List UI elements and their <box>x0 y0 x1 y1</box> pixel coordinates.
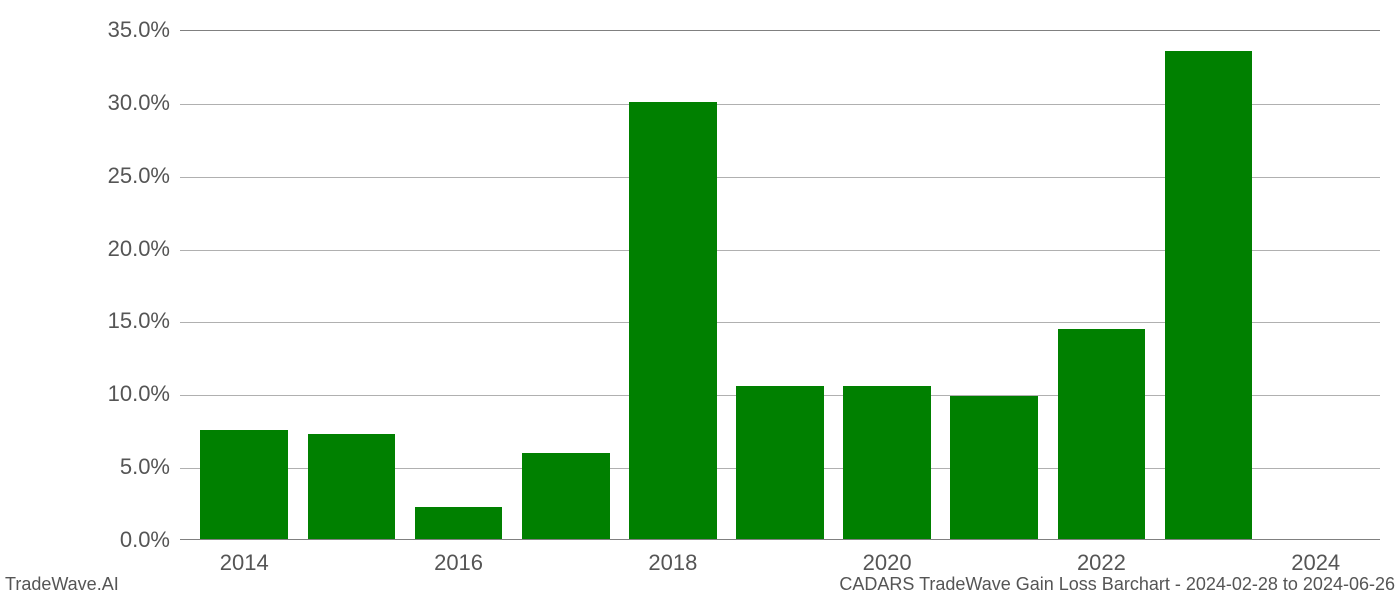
xtick-label: 2020 <box>863 550 912 576</box>
ytick-label: 10.0% <box>70 381 170 407</box>
ytick-label: 35.0% <box>70 17 170 43</box>
ytick-label: 20.0% <box>70 236 170 262</box>
footer-left-text: TradeWave.AI <box>5 574 119 595</box>
xtick-label: 2022 <box>1077 550 1126 576</box>
ytick-label: 0.0% <box>70 527 170 553</box>
footer-right-text: CADARS TradeWave Gain Loss Barchart - 20… <box>839 574 1395 595</box>
bar <box>629 102 717 539</box>
ytick-label: 5.0% <box>70 454 170 480</box>
bar <box>950 396 1038 539</box>
xtick-label: 2014 <box>220 550 269 576</box>
ytick-label: 15.0% <box>70 308 170 334</box>
plot-area <box>180 30 1380 540</box>
ytick-label: 30.0% <box>70 90 170 116</box>
xtick-label: 2016 <box>434 550 483 576</box>
bar <box>736 386 824 539</box>
xtick-label: 2024 <box>1291 550 1340 576</box>
bar <box>200 430 288 539</box>
bar <box>415 507 503 539</box>
bar <box>308 434 396 539</box>
xtick-label: 2018 <box>648 550 697 576</box>
chart-container <box>180 30 1380 540</box>
ytick-label: 25.0% <box>70 163 170 189</box>
bar <box>522 453 610 539</box>
bar <box>1058 329 1146 539</box>
bar <box>843 386 931 539</box>
bar <box>1165 51 1253 539</box>
